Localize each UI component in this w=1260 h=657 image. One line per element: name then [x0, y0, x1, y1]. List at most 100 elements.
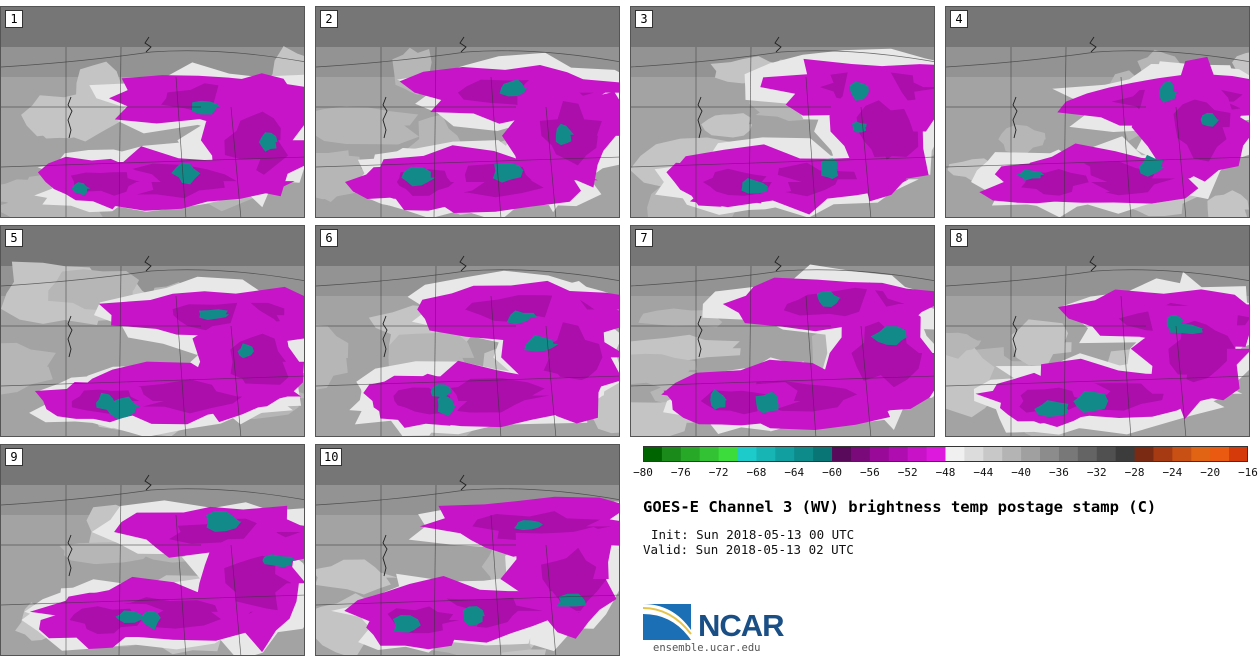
cold-cloud-top	[71, 182, 91, 196]
cold-cloud-top	[96, 392, 115, 411]
lake-outline	[144, 474, 152, 491]
water-vapor-map	[316, 226, 619, 436]
panel-5: 5	[0, 225, 305, 437]
moisture-core	[1019, 387, 1088, 415]
panel-label: 1	[5, 10, 23, 28]
colorbar-segment	[926, 446, 947, 462]
cloud-patch	[316, 106, 420, 145]
dry-band	[946, 7, 1249, 47]
border-line	[946, 269, 1249, 287]
border-line	[316, 156, 619, 168]
colorbar-segment	[775, 446, 795, 462]
lake-outline	[67, 96, 73, 139]
colorbar-tick-label: −52	[897, 466, 918, 479]
border-line	[946, 375, 1249, 387]
colorbar-segment	[964, 446, 984, 462]
colorbar-tick-label: −28	[1124, 466, 1145, 479]
dry-band	[1, 226, 304, 266]
water-vapor-map	[316, 7, 619, 217]
cold-cloud-top	[1169, 323, 1204, 335]
lake-outline	[144, 36, 152, 53]
cold-cloud-top	[1015, 169, 1045, 181]
border-line	[1175, 325, 1187, 436]
water-vapor-map	[946, 7, 1249, 217]
site-url: ensemble.ucar.edu	[653, 642, 761, 654]
colorbar-segment	[1021, 446, 1041, 462]
cloud-patch	[631, 417, 656, 436]
colorbar-segment	[1210, 446, 1230, 462]
colorbar-tick-label: −68	[746, 466, 767, 479]
panel-10: 10	[315, 444, 620, 656]
cold-cloud-top	[710, 388, 727, 410]
border-line	[118, 484, 122, 655]
lake-outline	[1089, 36, 1097, 53]
border-line	[230, 325, 242, 436]
colorbar-segment	[1040, 446, 1060, 462]
colorbar-tick-label: −36	[1049, 466, 1069, 479]
cold-cloud-top	[555, 123, 574, 146]
colorbar-segment	[945, 446, 966, 462]
colorbar-tick-label: −32	[1086, 466, 1107, 479]
lake-outline	[67, 534, 73, 577]
panel-label: 9	[5, 448, 23, 466]
border-line	[1, 375, 304, 387]
colorbar-segment	[888, 446, 909, 462]
panel-label: 8	[950, 229, 968, 247]
cold-cloud-top	[171, 162, 201, 185]
water-vapor-map	[946, 226, 1249, 436]
border-line	[631, 375, 934, 387]
dry-band	[1, 7, 304, 47]
lake-outline	[144, 255, 152, 272]
lake-outline	[382, 315, 388, 358]
lake-outline	[774, 36, 782, 53]
border-line	[230, 106, 242, 217]
colorbar-tick-label: −64	[784, 466, 805, 479]
colorbar-segment	[832, 446, 852, 462]
border-line	[1063, 265, 1067, 436]
moisture-core	[1168, 320, 1236, 383]
panel-2: 2	[315, 6, 620, 218]
colorbar-tick-label: −20	[1200, 466, 1221, 479]
moisture-core	[224, 555, 292, 614]
lake-outline	[697, 315, 703, 358]
dry-band	[316, 445, 619, 485]
border-line	[1, 156, 304, 168]
border-line	[316, 594, 619, 606]
colorbar-tick-label: −44	[973, 466, 994, 479]
cold-cloud-top	[506, 310, 538, 325]
border-line	[1, 488, 304, 506]
cloud-patch	[701, 113, 753, 138]
colorbar-segment	[983, 446, 1003, 462]
border-line	[490, 295, 502, 436]
border-line	[490, 76, 502, 217]
moisture-core	[1173, 99, 1231, 162]
ncar-logo-icon	[643, 604, 692, 640]
border-line	[1, 594, 304, 606]
colorbar-tick-label: −16	[1238, 466, 1258, 479]
dry-band	[1, 47, 304, 77]
colorbar-segment	[907, 446, 928, 462]
water-vapor-map	[316, 445, 619, 655]
lake-outline	[1012, 315, 1018, 358]
moisture-core	[119, 379, 243, 414]
border-line	[1175, 106, 1187, 217]
colorbar-segment	[1191, 446, 1211, 462]
moisture-core	[856, 100, 919, 167]
border-line	[118, 265, 122, 436]
border-line	[631, 156, 934, 168]
lake-outline	[67, 315, 73, 358]
colorbar-tick-label: −56	[859, 466, 880, 479]
colorbar-segment	[737, 446, 758, 462]
colorbar-tick-label: −76	[670, 466, 691, 479]
cloud-patch	[631, 353, 698, 389]
cold-cloud-top	[849, 81, 870, 101]
cold-cloud-top	[499, 79, 527, 97]
colorbar-segment	[850, 446, 871, 462]
cold-cloud-top	[401, 166, 436, 187]
colorbar-segment	[1229, 446, 1248, 462]
lake-outline	[382, 96, 388, 139]
lake-outline	[459, 36, 467, 53]
colorbar-segment	[1077, 446, 1098, 462]
cold-cloud-top	[393, 615, 421, 633]
colorbar-segment	[813, 446, 833, 462]
